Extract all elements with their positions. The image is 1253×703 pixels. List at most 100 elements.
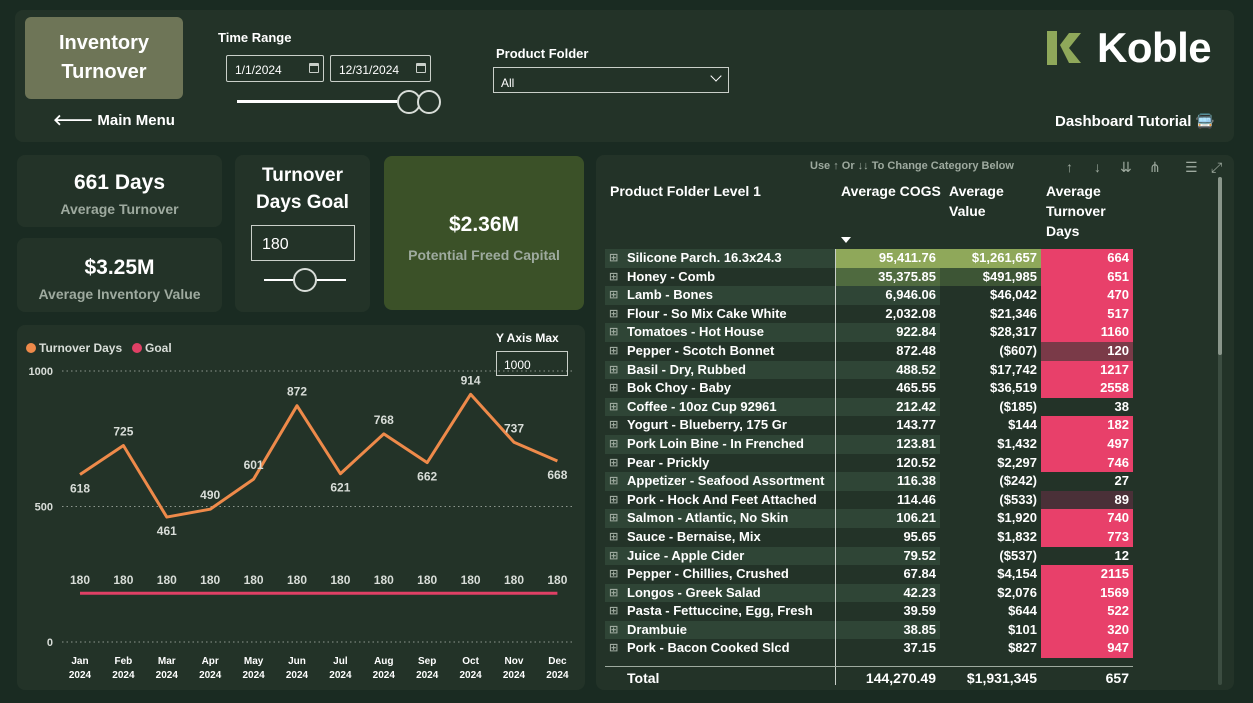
header-days-line-1: Average <box>1046 183 1101 199</box>
table-row[interactable]: Pepper - Chillies, Crushed ⊞ 67.84 $4,154 21… <box>605 565 1133 584</box>
hierarchy-icon[interactable]: ⋔ <box>1149 159 1161 175</box>
cogs-cell: 872.48 <box>896 342 936 358</box>
expand-row-icon[interactable]: ⊞ <box>609 642 619 655</box>
expand-row-icon[interactable]: ⊞ <box>609 344 619 357</box>
expand-row-icon[interactable]: ⊞ <box>609 586 619 599</box>
table-row[interactable]: Yogurt - Blueberry, 175 Gr ⊞ 143.77 $144 182 <box>605 416 1133 435</box>
calendar-icon[interactable] <box>416 63 426 73</box>
expand-row-icon[interactable]: ⊞ <box>609 382 619 395</box>
expand-row-icon[interactable]: ⊞ <box>609 307 619 320</box>
expand-row-icon[interactable]: ⊞ <box>609 475 619 488</box>
column-divider <box>835 249 836 685</box>
data-label: 668 <box>547 468 567 482</box>
turnover-days-cell: 746 <box>1041 453 1133 473</box>
start-date-input[interactable]: 1/1/2024 <box>226 55 324 82</box>
table-row[interactable]: Juice - Apple Cider ⊞ 79.52 ($537) 12 <box>605 546 1133 566</box>
table-row[interactable]: Coffee - 10oz Cup 92961 ⊞ 212.42 ($185) 38 <box>605 397 1133 417</box>
end-date-input[interactable]: 12/31/2024 <box>330 55 431 82</box>
table-row[interactable]: Pork - Hock And Feet Attached ⊞ 114.46 ($53… <box>605 490 1133 510</box>
table-row[interactable]: Sauce - Bernaise, Mix ⊞ 95.65 $1,832 773 <box>605 527 1133 547</box>
header-average-cogs[interactable]: Average COGS <box>841 183 941 199</box>
cogs-cell: 39.59 <box>903 603 936 619</box>
expand-row-icon[interactable]: ⊞ <box>609 623 619 636</box>
table-row[interactable]: Salmon - Atlantic, No Skin ⊞ 106.21 $1,920 7… <box>605 509 1133 528</box>
expand-row-icon[interactable]: ⊞ <box>609 363 619 376</box>
expand-row-icon[interactable]: ⊞ <box>609 549 619 562</box>
table-row[interactable]: Silicone Parch. 16.3x24.3 ⊞ 95,411.76 $1,26… <box>605 249 1133 268</box>
data-label: 490 <box>200 488 220 502</box>
table-scrollbar-thumb[interactable] <box>1218 177 1222 355</box>
expand-row-icon[interactable]: ⊞ <box>609 400 619 413</box>
expand-row-icon[interactable]: ⊞ <box>609 530 619 543</box>
table-row[interactable]: Pepper - Scotch Bonnet ⊞ 872.48 ($607) 120 <box>605 341 1133 361</box>
table-row[interactable]: Pork Loin Bine - In Frenched ⊞ 123.81 $1,43… <box>605 434 1133 454</box>
table-row[interactable]: Honey - Comb ⊞ 35,375.85 $491,985 651 <box>605 267 1133 287</box>
expand-row-icon[interactable]: ⊞ <box>609 419 619 432</box>
turnover-days-cell: 120 <box>1041 341 1133 361</box>
expand-row-icon[interactable]: ⊞ <box>609 605 619 618</box>
expand-row-icon[interactable]: ⊞ <box>609 437 619 450</box>
calendar-icon[interactable] <box>309 63 319 73</box>
sort-desc-icon[interactable] <box>841 237 851 243</box>
expand-row-icon[interactable]: ⊞ <box>609 456 619 469</box>
table-row[interactable]: Bok Choy - Baby ⊞ 465.55 $36,519 2558 <box>605 379 1133 398</box>
table-scrollbar[interactable] <box>1218 177 1222 685</box>
goal-slider-handle[interactable] <box>293 268 317 292</box>
y-axis-max-input[interactable]: 1000 <box>496 351 568 376</box>
y-axis-max-label: Y Axis Max <box>496 331 559 345</box>
kpi-label: Potential Freed Capital <box>408 247 560 263</box>
total-label: Total <box>627 670 660 686</box>
table-row[interactable]: Tomatoes - Hot House ⊞ 922.84 $28,317 1160 <box>605 323 1133 342</box>
kpi-average-inventory-value: $3.25M Average Inventory Value <box>17 238 222 312</box>
table-row[interactable]: Longos - Greek Salad ⊞ 42.23 $2,076 1569 <box>605 583 1133 603</box>
expand-row-icon[interactable]: ⊞ <box>609 252 619 264</box>
turnover-chart-panel: 0 500 1000 Turnover Days Goal 618 725 461 490 601… <box>17 325 585 690</box>
legend-label: Turnover Days <box>39 341 122 355</box>
data-label: 180 <box>287 573 307 587</box>
product-name-cell: Longos - Greek Salad <box>605 583 835 603</box>
drill-down-icon[interactable]: ↓ <box>1094 159 1101 175</box>
x-tick-month: Apr <box>202 656 219 667</box>
header-product-folder[interactable]: Product Folder Level 1 <box>610 183 761 199</box>
expand-row-icon[interactable]: ⊞ <box>609 512 619 525</box>
data-label: 180 <box>70 573 90 587</box>
turnover-days-cell: 740 <box>1041 509 1133 528</box>
expand-row-icon[interactable]: ⊞ <box>609 568 619 581</box>
table-row[interactable]: Pork - Bacon Cooked Slcd ⊞ 37.15 $827 947 <box>605 639 1133 659</box>
table-row[interactable]: Basil - Dry, Rubbed ⊞ 488.52 $17,742 1217 <box>605 360 1133 380</box>
data-label: 180 <box>244 573 264 587</box>
expand-all-icon[interactable]: ⇊ <box>1120 159 1132 175</box>
table-row[interactable]: Pear - Prickly ⊞ 120.52 $2,297 746 <box>605 453 1133 473</box>
cogs-cell: 116.38 <box>835 472 940 491</box>
turnover-days-cell: 517 <box>1041 304 1133 324</box>
time-range-slider-track[interactable] <box>237 100 407 103</box>
main-menu-button[interactable]: 🡐 Main Menu <box>53 112 175 129</box>
value-cell: $21,346 <box>990 305 1037 321</box>
table-row[interactable]: Appetizer - Seafood Assortment ⊞ 116.38 ($2… <box>605 472 1133 491</box>
table-row[interactable]: Lamb - Bones ⊞ 6,946.06 $46,042 470 <box>605 286 1133 305</box>
header-average-turnover-days[interactable]: Average Turnover Days <box>1046 181 1106 241</box>
drill-up-icon[interactable]: ↑ <box>1066 159 1073 175</box>
table-row[interactable]: Flour - So Mix Cake White ⊞ 2,032.08 $21,34… <box>605 304 1133 324</box>
time-range-end-handle[interactable] <box>417 90 441 114</box>
dashboard-tutorial-link[interactable]: Dashboard Tutorial 🚍 <box>1055 113 1215 130</box>
cogs-cell: 465.55 <box>896 380 936 396</box>
table-row[interactable]: Pasta - Fettuccine, Egg, Fresh ⊞ 39.59 $644… <box>605 602 1133 621</box>
expand-row-icon[interactable]: ⊞ <box>609 493 619 506</box>
data-label: 461 <box>157 524 177 538</box>
value-cell: $827 <box>1008 640 1037 656</box>
expand-row-icon[interactable]: ⊞ <box>609 326 619 339</box>
x-tick-month: Aug <box>374 656 393 667</box>
expand-row-icon[interactable]: ⊞ <box>609 289 619 302</box>
chevron-down-icon[interactable] <box>710 70 722 82</box>
focus-mode-icon[interactable]: ⤢ <box>1211 159 1223 175</box>
expand-row-icon[interactable]: ⊞ <box>609 270 619 283</box>
filter-icon[interactable]: ☰ <box>1185 159 1198 175</box>
product-folder-dropdown[interactable]: All <box>493 67 729 93</box>
header-average-value[interactable]: Average Value <box>949 181 1004 221</box>
product-name-cell: Lamb - Bones <box>605 286 835 305</box>
goal-input[interactable]: 180 <box>251 225 355 261</box>
total-cogs: 144,270.49 <box>865 670 936 686</box>
dashboard-title: Inventory Turnover <box>25 17 183 99</box>
table-row[interactable]: Drambuie ⊞ 38.85 $101 320 <box>605 620 1133 640</box>
